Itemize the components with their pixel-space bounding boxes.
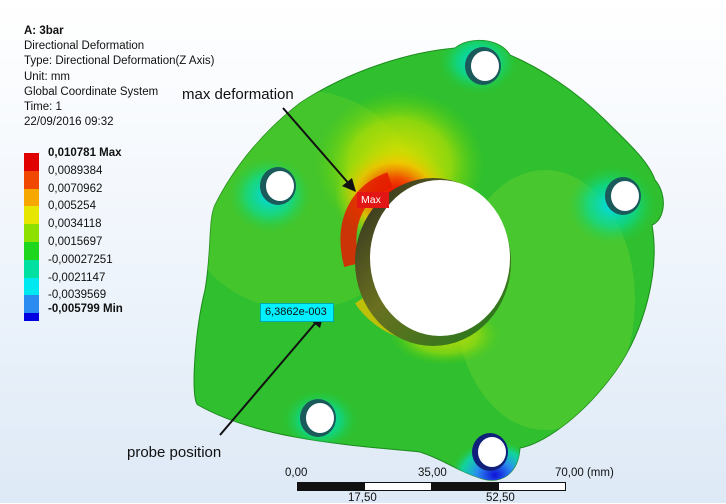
legend-swatch [24,206,39,225]
result-time: Time: 1 [24,101,62,114]
legend-swatch [24,277,39,296]
legend-label: 0,0015697 [48,235,103,248]
probe-value-tag[interactable]: 6,3862e-003 [260,303,334,322]
legend-min-label: -0,005799 Min [48,303,123,315]
result-unit: Unit: mm [24,70,70,83]
legend-swatch [24,259,39,278]
result-type: Type: Directional Deformation(Z Axis) [24,55,215,68]
legend-label: -0,0021147 [48,271,106,284]
center-bore [370,180,510,336]
legend-label: 0,0070962 [48,182,103,195]
max-deformation-annotation: max deformation [182,86,294,103]
legend-label: 0,005254 [48,200,96,213]
max-deformation-arrow [282,107,356,192]
bolt-hole-bottom-left [300,399,336,437]
max-probe-tag[interactable]: Max [357,192,389,208]
legend-label: 0,0034118 [48,218,102,231]
legend-swatch [24,153,39,171]
legend-label: 0,0089384 [48,164,103,177]
bolt-hole-left [260,167,296,205]
result-timestamp: 22/09/2016 09:32 [24,116,114,129]
bolt-hole-bottom [472,433,508,471]
legend-max-label: 0,010781 Max [48,147,122,159]
legend-min-swatch [24,313,39,321]
result-title: A: 3bar [24,25,64,37]
legend-swatch [24,188,39,207]
result-coordinate-system: Global Coordinate System [24,85,159,98]
legend-swatch [24,295,39,314]
bolt-hole-top [465,47,501,85]
result-type-name: Directional Deformation [24,40,145,53]
legend-swatch [24,170,39,189]
bolt-hole-right [605,177,641,215]
legend-label: -0,00027251 [48,253,113,266]
probe-position-annotation: probe position [127,444,222,461]
result-info: A: 3bar Directional Deformation Type: Di… [24,24,214,130]
legend-swatch [24,241,39,260]
legend-swatch [24,224,39,242]
legend-label: -0,0039569 [48,289,107,302]
